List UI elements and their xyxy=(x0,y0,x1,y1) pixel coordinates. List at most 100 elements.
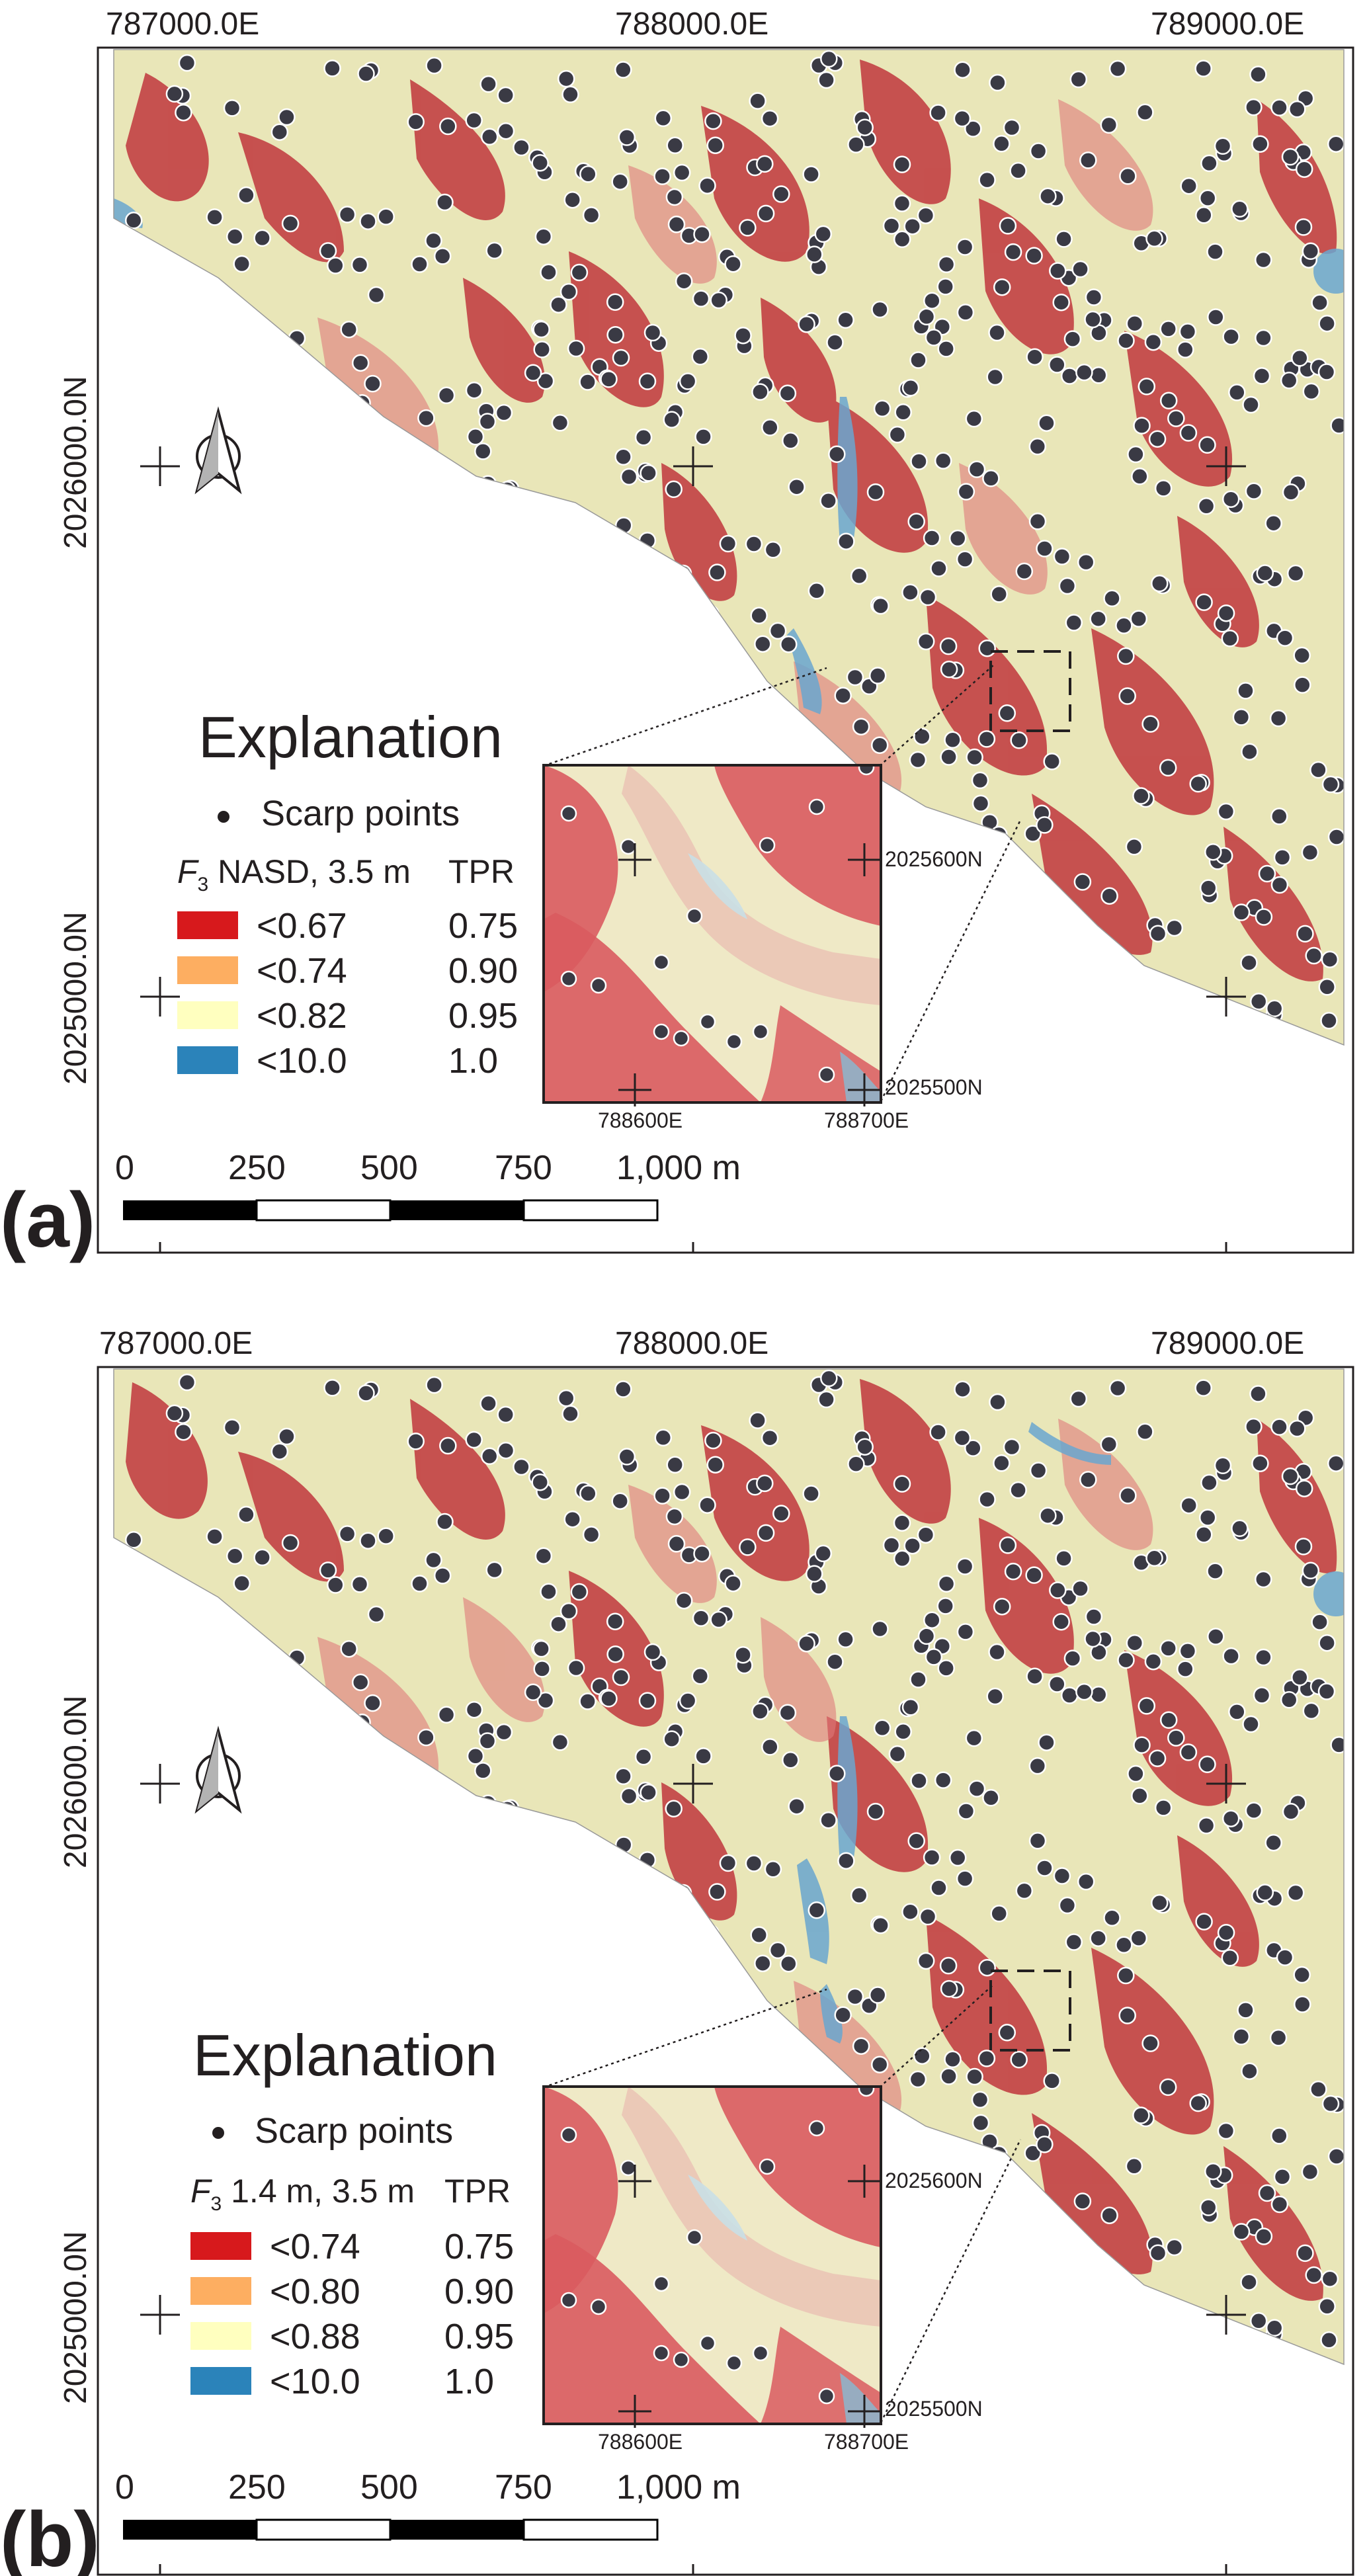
scarp-point xyxy=(323,60,341,77)
scarp-point xyxy=(667,1535,686,1553)
scarp-point xyxy=(965,409,983,428)
scarp-point xyxy=(917,632,935,651)
scarp-point xyxy=(1180,177,1198,195)
scarp-point xyxy=(998,2024,1016,2042)
north-arrow-icon xyxy=(194,406,242,495)
scarp-point xyxy=(533,1660,551,1678)
scarp-point xyxy=(866,1802,885,1821)
scarp-point xyxy=(820,50,838,68)
scarp-point xyxy=(847,136,865,153)
scarp-point xyxy=(1038,414,1056,432)
scarp-point xyxy=(817,1390,835,1409)
scarp-point xyxy=(1028,1832,1047,1850)
scarp-point xyxy=(351,256,369,274)
scarp-point xyxy=(1115,1936,1133,1954)
scarp-point xyxy=(1232,2223,1251,2241)
scarp-point xyxy=(993,1454,1011,1472)
scarp-point xyxy=(852,2037,870,2055)
scarp-point xyxy=(1270,876,1289,894)
scarp-point xyxy=(618,1448,636,1466)
scarp-point xyxy=(1327,2147,1344,2165)
scarp-point xyxy=(1222,1809,1240,1827)
scarp-point xyxy=(675,272,693,290)
scarp-point xyxy=(780,635,798,653)
panel-a-scale-label-1: 250 xyxy=(228,1149,286,1187)
scarp-point xyxy=(1199,879,1218,897)
scarp-point xyxy=(1103,589,1121,608)
scarp-point xyxy=(978,1490,996,1509)
scarp-point xyxy=(1288,1419,1306,1438)
scarp-point xyxy=(663,1730,681,1748)
scarp-point xyxy=(925,329,943,347)
scarp-point xyxy=(497,86,515,104)
scarp-point xyxy=(407,113,425,131)
scarp-point xyxy=(411,255,429,273)
scarp-point xyxy=(780,1954,798,1973)
scarp-point xyxy=(534,228,553,245)
scarp-point xyxy=(917,1952,935,1970)
scarp-point xyxy=(319,242,337,260)
scarp-point xyxy=(340,320,358,339)
scarp-point xyxy=(901,1698,920,1716)
panel-a-inset-x-tick-1: 788600E xyxy=(598,1108,683,1132)
scarp-point xyxy=(1148,1749,1167,1767)
scarp-point xyxy=(618,128,636,146)
scarp-point xyxy=(989,1393,1007,1411)
scarp-point xyxy=(698,1496,716,1514)
scarp-point xyxy=(1071,260,1089,278)
scarp-point xyxy=(1077,1872,1095,1891)
scarp-point xyxy=(778,384,797,402)
scarp-point xyxy=(873,399,891,418)
scarp-point xyxy=(893,194,911,212)
scarp-point xyxy=(465,381,483,399)
scarp-point xyxy=(939,637,958,655)
scarp-point xyxy=(956,1870,974,1888)
scarp-point xyxy=(1025,247,1043,265)
scarp-point xyxy=(1228,1703,1246,1721)
scarp-point xyxy=(640,1784,657,1802)
panel-b-inset-x-tick-2: 788700E xyxy=(824,2430,909,2454)
scarp-point xyxy=(1159,1640,1177,1657)
scarp-point xyxy=(871,300,889,319)
scarp-point xyxy=(1015,1882,1034,1900)
scarp-point xyxy=(977,2050,996,2067)
scarp-point xyxy=(954,61,972,79)
scarp-point xyxy=(1265,2319,1284,2337)
scarp-point xyxy=(665,1507,684,1526)
scarp-point xyxy=(600,1690,618,1708)
scarp-point xyxy=(1144,333,1163,351)
scarp-point xyxy=(940,2067,958,2085)
panel-b-legend-header: F3 1.4 m, 3.5 m xyxy=(190,2173,415,2215)
scarp-point xyxy=(1320,2331,1338,2349)
panel-a-legend-tpr-header: TPR xyxy=(448,853,515,890)
scarp-point xyxy=(802,1485,820,1503)
scarp-point xyxy=(561,1405,579,1423)
scarp-point xyxy=(1028,437,1047,456)
scarp-point xyxy=(1295,1479,1313,1497)
panel-a: 787000.0E 788000.0E 789000.0E 2026000.0N… xyxy=(0,7,1354,1264)
scarp-point xyxy=(1028,1757,1047,1775)
panel-a-left-tick-1: 2026000.0N xyxy=(58,376,93,549)
scarp-point xyxy=(1089,610,1107,628)
scarp-point xyxy=(1228,384,1246,401)
legend-class-label: <0.74 xyxy=(257,951,347,991)
scarp-point xyxy=(847,1455,865,1473)
scarp-point xyxy=(1302,382,1321,401)
scarp-point xyxy=(1063,330,1082,348)
scarp-point xyxy=(1141,2034,1159,2052)
legend-swatch xyxy=(177,1001,238,1029)
scarp-point xyxy=(893,1475,911,1493)
scarp-point xyxy=(540,1583,558,1600)
scarp-point xyxy=(907,513,925,530)
scarp-point xyxy=(893,230,911,249)
scarp-point xyxy=(1029,142,1048,160)
scarp-point xyxy=(1249,65,1267,83)
scarp-point xyxy=(485,241,503,260)
scarp-point xyxy=(882,217,901,235)
legend-tpr-value: 0.75 xyxy=(444,2227,514,2266)
scarp-point xyxy=(1198,436,1216,454)
scarp-point xyxy=(901,583,919,601)
scarp-point xyxy=(1100,116,1118,134)
scarp-point xyxy=(377,1527,395,1545)
panel-b-left-tick-2: 2025000.0N xyxy=(58,2231,93,2404)
